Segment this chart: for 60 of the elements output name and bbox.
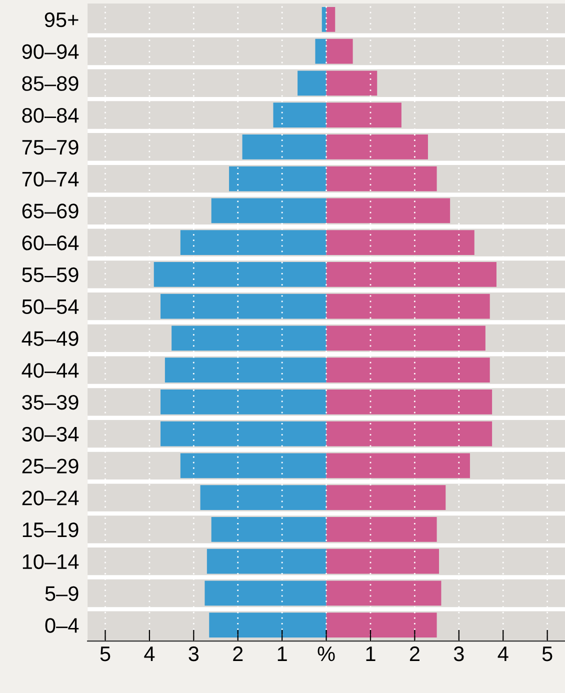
y-tick-label: 15–19 bbox=[22, 522, 78, 538]
x-tick-label: 5 bbox=[542, 646, 552, 662]
x-tick-label: 3 bbox=[454, 646, 464, 662]
bar bbox=[209, 612, 326, 638]
bar bbox=[273, 102, 326, 128]
bar bbox=[180, 230, 326, 255]
bar bbox=[326, 38, 353, 64]
bar bbox=[326, 6, 336, 32]
y-tick-label: 0–4 bbox=[45, 618, 79, 633]
x-tick-label: 1 bbox=[278, 646, 287, 661]
y-tick-label: 25–29 bbox=[22, 458, 78, 474]
y-tick-label: 20–24 bbox=[22, 490, 79, 506]
bar bbox=[326, 230, 474, 255]
bar bbox=[204, 580, 326, 606]
bar bbox=[211, 517, 326, 542]
y-tick-label: 90–94 bbox=[22, 44, 79, 60]
y-tick-label: 95+ bbox=[44, 12, 78, 28]
y-tick-label: 60–64 bbox=[22, 236, 79, 250]
x-tick-label: 3 bbox=[188, 646, 199, 662]
x-tick-label: 4 bbox=[144, 646, 155, 661]
y-tick-label: 70–74 bbox=[22, 172, 79, 187]
bar bbox=[326, 166, 437, 192]
bar bbox=[326, 548, 440, 574]
y-tick-label: 30–34 bbox=[22, 426, 79, 442]
y-tick-label: 10–14 bbox=[22, 554, 79, 570]
x-tick-label: 2 bbox=[410, 646, 420, 661]
y-tick-label: 35–39 bbox=[22, 394, 78, 410]
bar bbox=[206, 548, 326, 574]
bar bbox=[326, 70, 378, 96]
bar bbox=[180, 453, 326, 478]
x-tick-label: 4 bbox=[498, 646, 508, 661]
y-tick-label: 75–79 bbox=[22, 140, 78, 155]
bar bbox=[326, 580, 442, 606]
y-tick-label: 55–59 bbox=[22, 267, 78, 282]
bar bbox=[315, 38, 326, 64]
y-tick-label: 45–49 bbox=[22, 331, 78, 346]
bar bbox=[211, 198, 326, 224]
y-tick-label: 40–44 bbox=[22, 363, 79, 378]
y-tick-label: 50–54 bbox=[22, 299, 79, 314]
x-tick-label: % bbox=[318, 646, 335, 662]
bar bbox=[326, 485, 446, 510]
bar bbox=[326, 198, 450, 224]
x-tick-label: 1 bbox=[366, 646, 376, 661]
bar bbox=[229, 166, 326, 192]
bar bbox=[326, 453, 470, 478]
bar bbox=[298, 70, 326, 96]
y-tick-label: 85–89 bbox=[22, 76, 78, 91]
y-tick-label: 80–84 bbox=[22, 108, 79, 123]
bar bbox=[326, 517, 437, 542]
bar bbox=[242, 134, 326, 160]
x-tick-label: 5 bbox=[100, 646, 110, 662]
y-tick-label: 5–9 bbox=[45, 586, 78, 601]
bar bbox=[326, 612, 437, 638]
bar bbox=[322, 6, 326, 32]
y-tick-label: 65–69 bbox=[22, 204, 78, 218]
bar bbox=[172, 326, 326, 351]
bar bbox=[326, 134, 428, 160]
bar bbox=[200, 485, 326, 510]
x-tick-label: 2 bbox=[233, 646, 243, 661]
bar bbox=[326, 102, 402, 128]
